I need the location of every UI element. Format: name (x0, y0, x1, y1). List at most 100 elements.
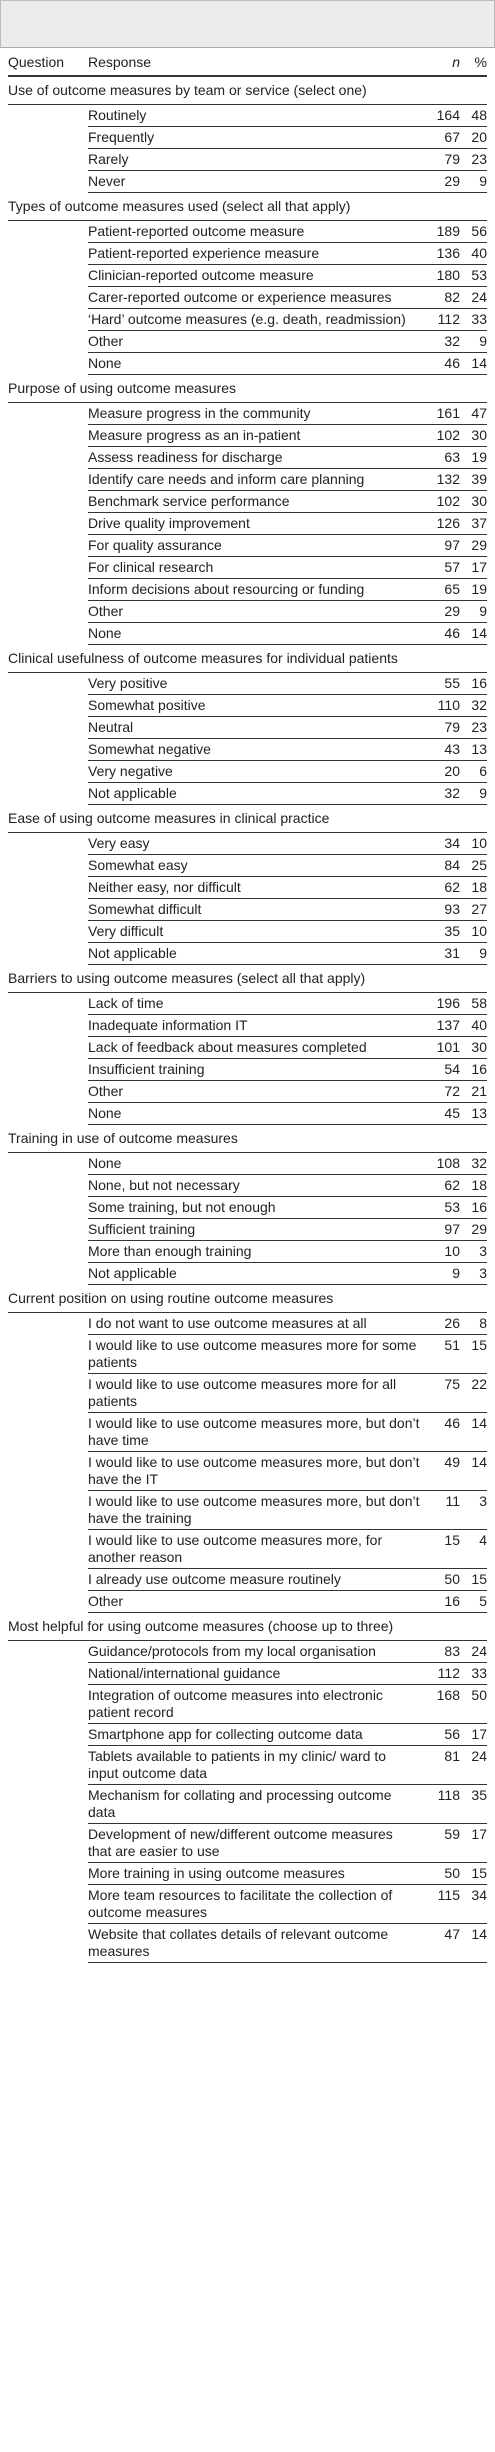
top-bar (0, 0, 495, 48)
table-row: Inadequate information IT 137 40 (8, 1014, 487, 1037)
response-cell: None, but not necessary (88, 1174, 426, 1197)
count-cell: 84 (426, 854, 460, 877)
percent-cell: 56 (460, 220, 487, 243)
table-row: Some training, but not enough 53 16 (8, 1196, 487, 1219)
table-row: None 108 32 (8, 1152, 487, 1175)
percent-cell: 40 (460, 242, 487, 265)
response-cell: Very negative (88, 760, 426, 783)
count-cell: 137 (426, 1014, 460, 1037)
percent-cell: 13 (460, 738, 487, 761)
question-cell (8, 1569, 88, 1591)
count-cell: 164 (426, 104, 460, 127)
section-title: Most helpful for using outcome measures … (8, 1612, 487, 1641)
count-cell: 82 (426, 286, 460, 309)
count-cell: 53 (426, 1196, 460, 1219)
count-cell: 79 (426, 148, 460, 171)
count-cell: 112 (426, 1662, 460, 1685)
response-cell: Other (88, 1080, 426, 1103)
percent-cell: 17 (460, 1723, 487, 1746)
question-cell (8, 105, 88, 127)
percent-cell: 24 (460, 1640, 487, 1663)
percent-cell: 9 (460, 600, 487, 623)
percent-cell: 25 (460, 854, 487, 877)
response-cell: Very difficult (88, 920, 426, 943)
count-cell: 29 (426, 170, 460, 193)
count-cell: 102 (426, 424, 460, 447)
question-cell (8, 447, 88, 469)
question-cell (8, 425, 88, 447)
response-cell: Routinely (88, 104, 426, 127)
response-cell: I would like to use outcome measures mor… (88, 1529, 426, 1569)
question-cell (8, 1746, 88, 1785)
question-cell (8, 993, 88, 1015)
response-cell: Development of new/different outcome mea… (88, 1823, 426, 1863)
header-percent: % (460, 48, 487, 77)
response-cell: Measure progress as an in-patient (88, 424, 426, 447)
response-cell: Somewhat difficult (88, 898, 426, 921)
question-cell (8, 783, 88, 805)
table-row: Other 72 21 (8, 1080, 487, 1103)
question-cell (8, 1103, 88, 1125)
response-cell: Smartphone app for collecting outcome da… (88, 1723, 426, 1746)
question-cell (8, 761, 88, 783)
count-cell: 132 (426, 468, 460, 491)
question-cell (8, 1015, 88, 1037)
header-n: n (426, 48, 460, 77)
table-row: Rarely 79 23 (8, 148, 487, 171)
response-cell: Other (88, 330, 426, 353)
percent-cell: 10 (460, 920, 487, 943)
question-cell (8, 877, 88, 899)
percent-cell: 16 (460, 672, 487, 695)
table-row: I already use outcome measure routinely 5… (8, 1568, 487, 1591)
response-cell: Frequently (88, 126, 426, 149)
percent-cell: 15 (460, 1568, 487, 1591)
percent-cell: 50 (460, 1684, 487, 1724)
response-cell: I do not want to use outcome measures at… (88, 1312, 426, 1335)
response-cell: For clinical research (88, 556, 426, 579)
percent-cell: 4 (460, 1529, 487, 1569)
table-row: Other 32 9 (8, 330, 487, 353)
section-row: Current position on using routine outcom… (8, 1284, 487, 1313)
percent-cell: 16 (460, 1196, 487, 1219)
count-cell: 83 (426, 1640, 460, 1663)
percent-cell: 13 (460, 1102, 487, 1125)
table-row: I would like to use outcome measures mor… (8, 1334, 487, 1374)
response-cell: More than enough training (88, 1240, 426, 1263)
percent-cell: 18 (460, 1174, 487, 1197)
percent-cell: 3 (460, 1240, 487, 1263)
response-cell: Never (88, 170, 426, 193)
response-cell: Website that collates details of relevan… (88, 1923, 426, 1963)
question-cell (8, 1153, 88, 1175)
response-cell: None (88, 352, 426, 375)
count-cell: 168 (426, 1684, 460, 1724)
table-row: ‘Hard’ outcome measures (e.g. death, rea… (8, 308, 487, 331)
count-cell: 63 (426, 446, 460, 469)
question-cell (8, 513, 88, 535)
table-row: Inform decisions about resourcing or fun… (8, 578, 487, 601)
question-cell (8, 1241, 88, 1263)
header-question: Question (8, 48, 88, 77)
percent-cell: 9 (460, 330, 487, 353)
percent-cell: 53 (460, 264, 487, 287)
table-row: Somewhat difficult 93 27 (8, 898, 487, 921)
question-cell (8, 1491, 88, 1530)
section-title: Current position on using routine outcom… (8, 1284, 487, 1313)
response-cell: Somewhat easy (88, 854, 426, 877)
table-row: I would like to use outcome measures mor… (8, 1490, 487, 1530)
table-row: Patient-reported outcome measure 189 56 (8, 220, 487, 243)
survey-results-table: Question Response n % Use of outcome mea… (8, 48, 487, 1963)
percent-cell: 20 (460, 126, 487, 149)
response-cell: Inadequate information IT (88, 1014, 426, 1037)
table-body: Use of outcome measures by team or servi… (8, 76, 487, 1963)
percent-cell: 22 (460, 1373, 487, 1413)
question-cell (8, 673, 88, 695)
count-cell: 10 (426, 1240, 460, 1263)
table-row: Neutral 79 23 (8, 716, 487, 739)
table-row: Very positive 55 16 (8, 672, 487, 695)
question-cell (8, 403, 88, 425)
percent-cell: 30 (460, 1036, 487, 1059)
table-row: Sufficient training 97 29 (8, 1218, 487, 1241)
count-cell: 20 (426, 760, 460, 783)
table-row: Somewhat positive 110 32 (8, 694, 487, 717)
percent-cell: 47 (460, 402, 487, 425)
